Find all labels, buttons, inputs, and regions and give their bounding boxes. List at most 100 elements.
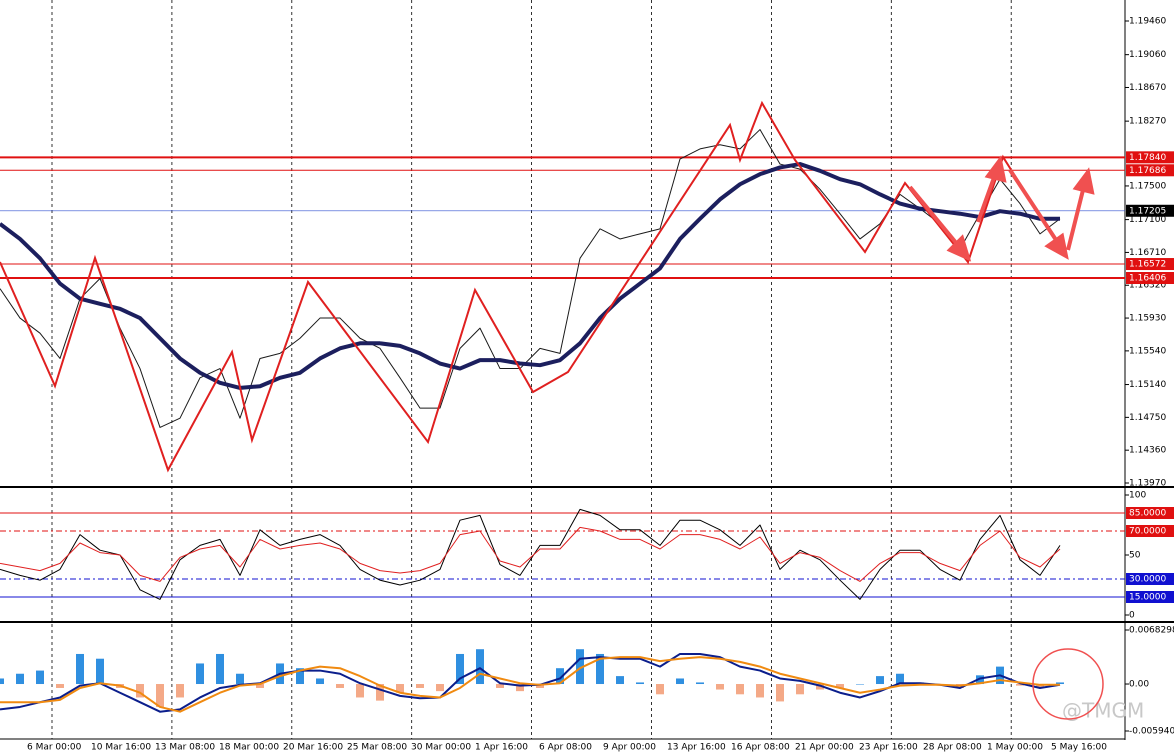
y-tick-label: 100 xyxy=(1129,491,1146,501)
series-line xyxy=(0,162,1060,390)
histogram-bar xyxy=(96,658,104,685)
highlight-circle xyxy=(1032,648,1104,720)
level-label: 1.16406 xyxy=(1129,274,1166,284)
histogram-bar xyxy=(716,684,724,690)
level-label: 1.17840 xyxy=(1129,153,1166,163)
level-label-box xyxy=(1126,272,1174,285)
level-label: 30.0000 xyxy=(1129,575,1166,585)
histogram-bar xyxy=(196,663,204,685)
histogram-bar xyxy=(0,678,4,685)
y-tick-label: 1.15930 xyxy=(1129,314,1166,324)
histogram-bar xyxy=(616,676,624,685)
histogram-bar xyxy=(816,684,824,690)
x-tick-label: 25 Mar 08:00 xyxy=(347,743,407,753)
x-tick-label: 16 Apr 08:00 xyxy=(731,743,790,753)
y-tick-label: 1.15540 xyxy=(1129,346,1166,356)
histogram-bar xyxy=(476,649,484,685)
y-tick-label: 1.16320 xyxy=(1129,281,1166,291)
level-label: 1.17205 xyxy=(1129,206,1166,216)
y-tick-label: 50 xyxy=(1129,551,1141,561)
x-tick-label: 6 Mar 00:00 xyxy=(27,743,82,753)
histogram-bar xyxy=(836,684,844,688)
histogram-bar xyxy=(696,682,704,685)
histogram-bar xyxy=(336,684,344,688)
histogram-bar xyxy=(236,673,244,685)
x-tick-label: 30 Mar 00:00 xyxy=(411,743,471,753)
histogram-bar xyxy=(296,668,304,685)
x-tick-label: 20 Mar 16:00 xyxy=(283,743,343,753)
histogram-bar xyxy=(676,678,684,685)
series-line xyxy=(0,656,1060,713)
annotations xyxy=(0,100,1104,720)
y-tick-label: 1.18270 xyxy=(1129,117,1166,127)
histogram-bar xyxy=(256,684,264,688)
level-label: 15.0000 xyxy=(1129,593,1166,603)
histogram-bar xyxy=(576,649,584,685)
y-tick-label: 1.14750 xyxy=(1129,413,1166,423)
histogram-bar xyxy=(36,670,44,685)
histogram-bar xyxy=(156,684,164,707)
x-tick-label: 13 Mar 08:00 xyxy=(155,743,215,753)
histogram-bar xyxy=(876,676,884,685)
histogram-bar xyxy=(756,684,764,698)
x-tick-label: 23 Apr 16:00 xyxy=(859,743,918,753)
y-tick-label: 1.13970 xyxy=(1129,479,1166,489)
histogram-bar xyxy=(636,682,644,685)
histogram-bar xyxy=(596,653,604,685)
histogram-bar xyxy=(316,678,324,685)
histogram-bar xyxy=(896,673,904,685)
y-tick-label: 1.19460 xyxy=(1129,17,1166,27)
histogram-bar xyxy=(536,684,544,688)
y-tick-label: 1.19060 xyxy=(1129,50,1166,60)
x-tick-label: 13 Apr 16:00 xyxy=(667,743,726,753)
x-tick-label: 1 Apr 16:00 xyxy=(475,743,528,753)
y-tick-label: 0.00 xyxy=(1129,680,1149,690)
level-label: 70.0000 xyxy=(1129,527,1166,537)
histogram-bar xyxy=(776,684,784,702)
x-tick-label: 5 May 16:00 xyxy=(1051,743,1107,753)
y-tick-label: 1.16710 xyxy=(1129,248,1166,258)
histogram-bar xyxy=(416,684,424,688)
histogram-bar xyxy=(796,684,804,695)
y-tick-label: 1.18670 xyxy=(1129,83,1166,93)
histogram-bar xyxy=(556,668,564,685)
histogram-bar xyxy=(456,653,464,685)
histogram-bar xyxy=(976,675,984,685)
y-tick-label: 1.14360 xyxy=(1129,446,1166,456)
x-tick-label: 6 Apr 08:00 xyxy=(539,743,592,753)
histogram-bar xyxy=(76,653,84,685)
x-tick-label: 9 Apr 00:00 xyxy=(603,743,656,753)
level-label-box xyxy=(1126,507,1174,519)
level-label: 1.16572 xyxy=(1129,260,1166,270)
histogram-bar xyxy=(516,684,524,692)
histogram-bar xyxy=(1036,684,1044,688)
series-line xyxy=(0,508,1061,600)
histogram-bar xyxy=(856,684,864,685)
histogram-bar xyxy=(436,684,444,692)
histogram-bar xyxy=(496,684,504,688)
level-label-box xyxy=(1126,591,1174,603)
histogram-bar xyxy=(396,684,404,693)
zigzag xyxy=(0,100,1066,473)
y-tick-label: 1.15140 xyxy=(1129,380,1166,390)
y-tick-label: 0 xyxy=(1129,611,1135,621)
level-label: 1.17686 xyxy=(1129,166,1166,176)
histogram-bar xyxy=(1016,684,1024,686)
level-label: 85.0000 xyxy=(1129,509,1166,519)
histogram-bar xyxy=(376,684,384,701)
y-tick-label: 1.17500 xyxy=(1129,181,1166,191)
histogram-bar xyxy=(216,653,224,685)
level-label-box xyxy=(1126,164,1174,177)
x-tick-label: 18 Mar 00:00 xyxy=(219,743,279,753)
histogram-bar xyxy=(736,684,744,695)
level-label-box xyxy=(1126,525,1174,537)
y-tick-label: 0.0068298 xyxy=(1129,626,1174,636)
x-tick-label: 21 Apr 00:00 xyxy=(795,743,854,753)
level-label-box xyxy=(1126,258,1174,271)
level-label-box xyxy=(1126,151,1174,164)
histogram-bar xyxy=(136,684,144,698)
histogram-bar xyxy=(56,684,64,688)
